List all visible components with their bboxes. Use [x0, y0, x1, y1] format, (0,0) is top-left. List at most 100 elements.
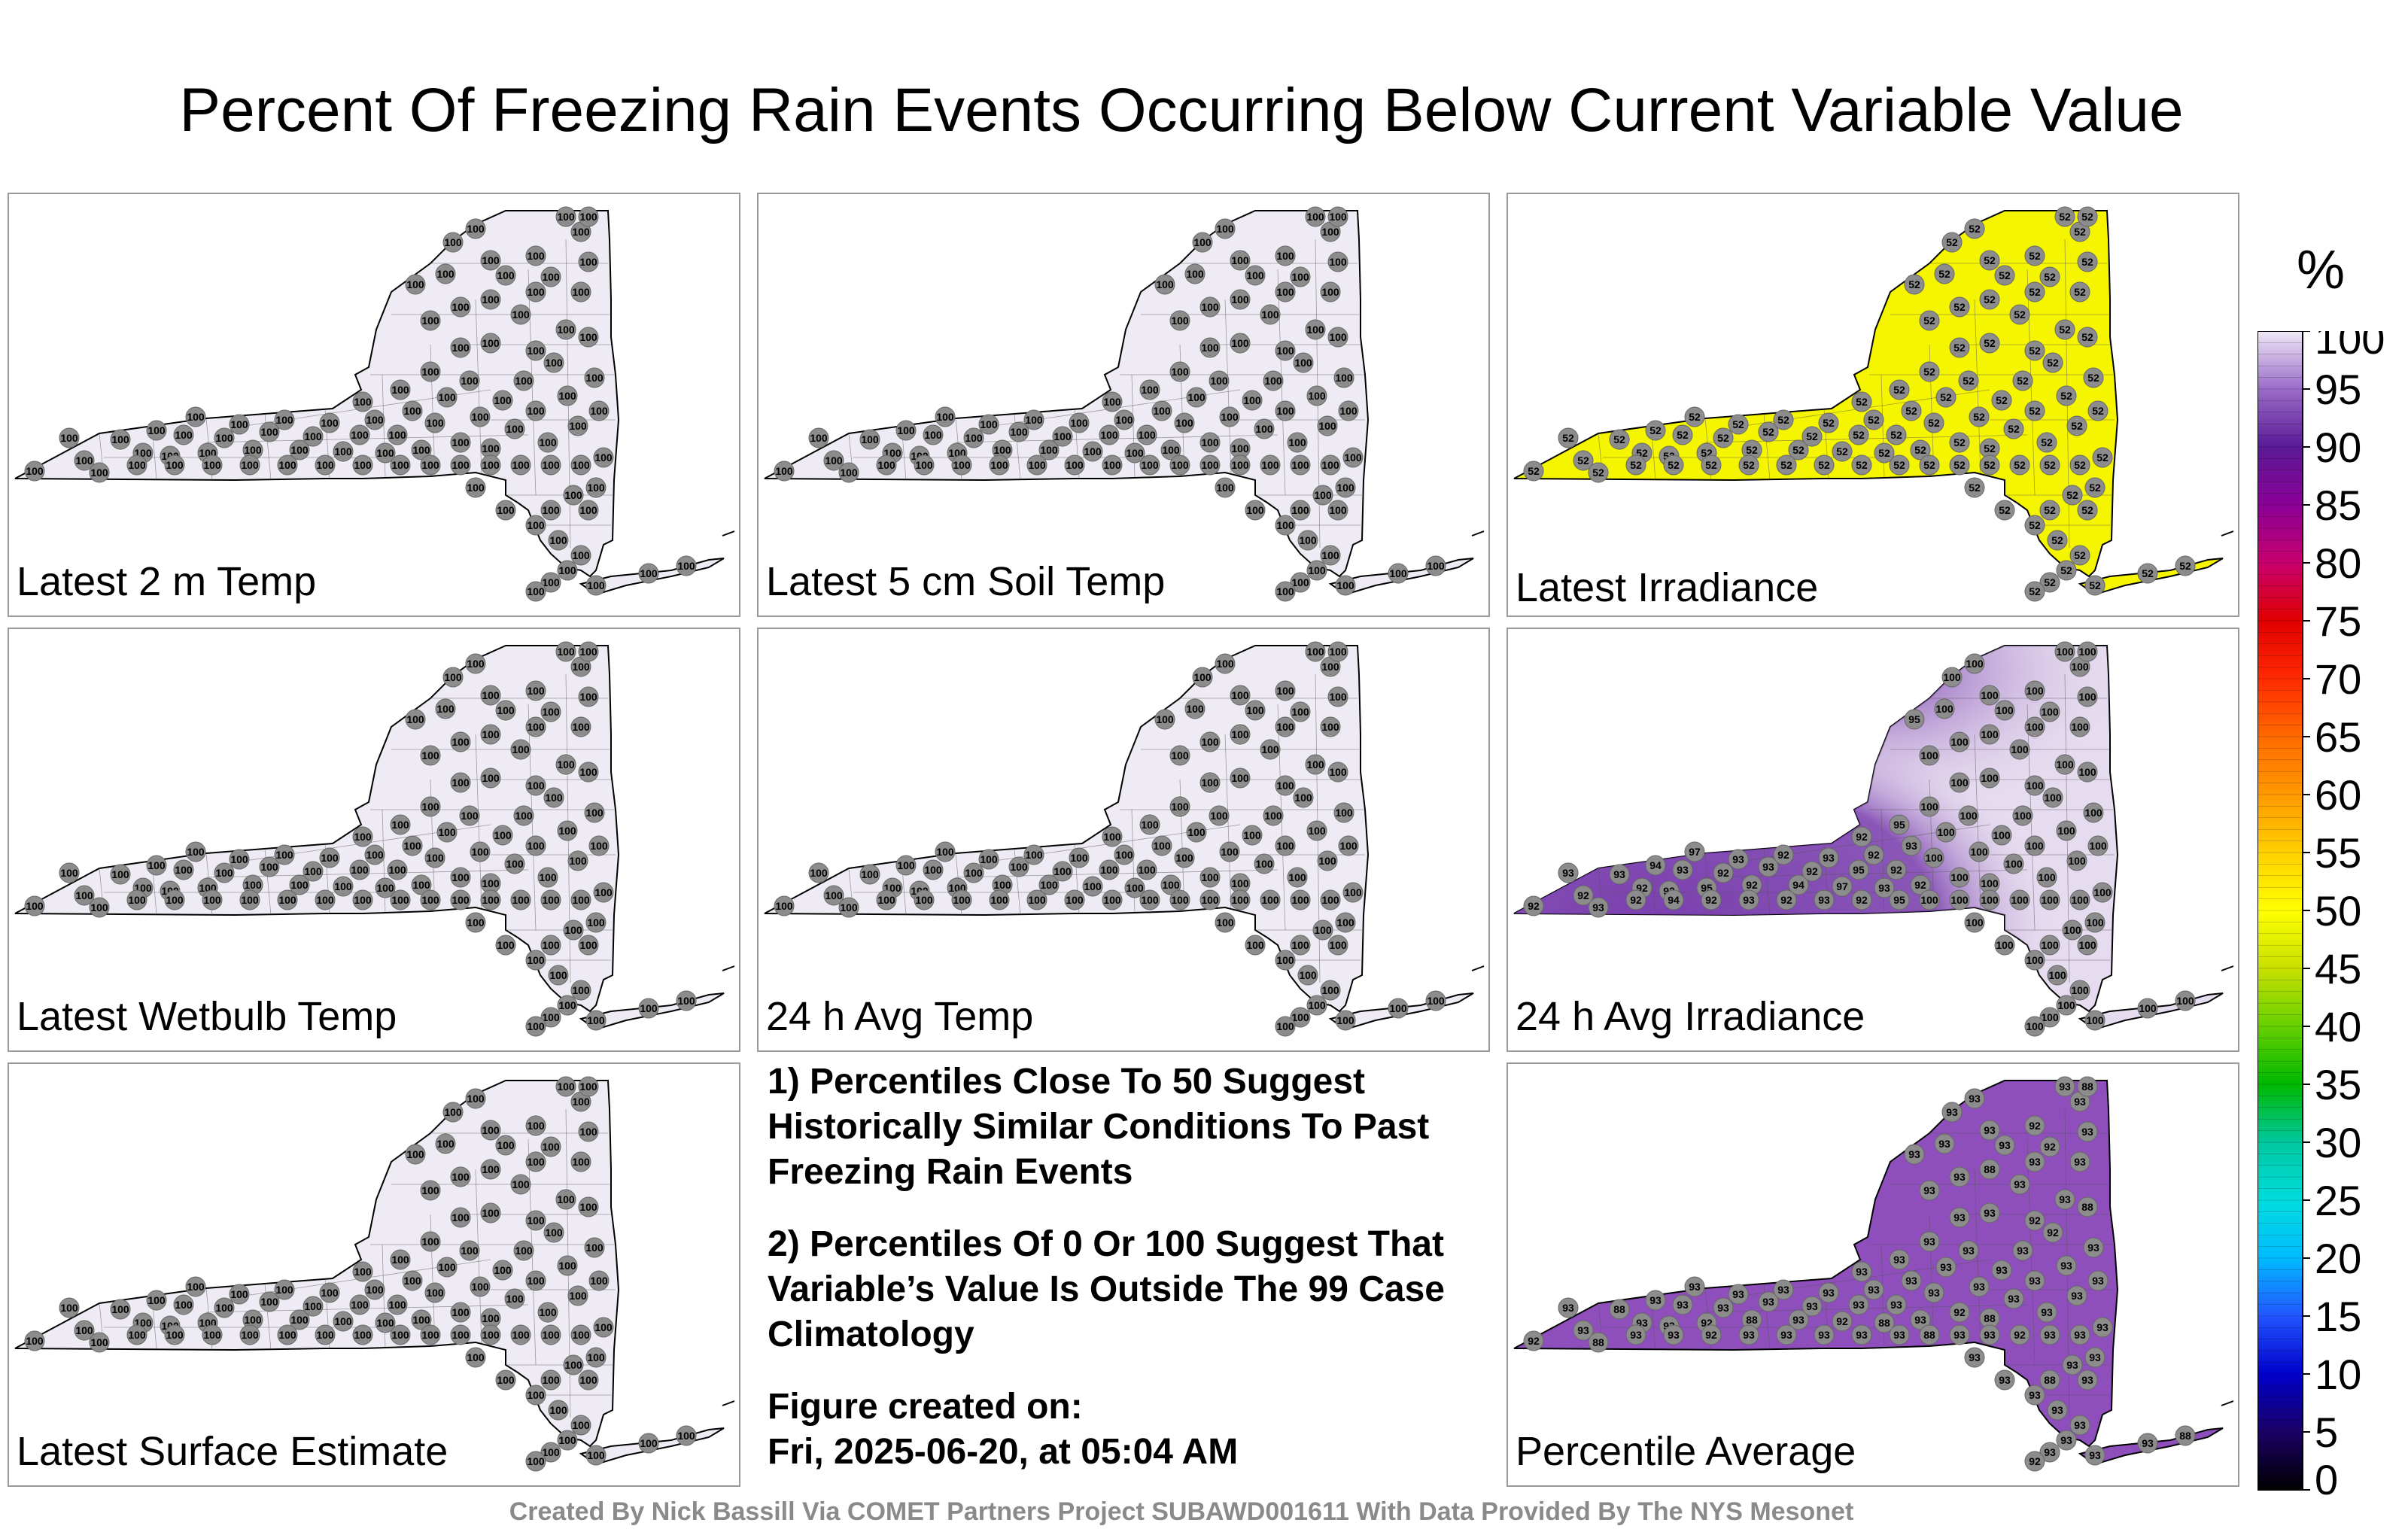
station-marker-icon: 100 [525, 245, 546, 266]
station-marker-icon: 93 [1663, 1324, 1684, 1345]
station-marker-icon: 88 [1979, 1159, 2000, 1180]
station-value: 93 [1963, 1245, 1975, 1257]
station-marker-icon: 93 [2047, 1400, 2068, 1421]
station-value: 100 [1261, 459, 1279, 471]
station-marker-icon: 100 [2083, 802, 2104, 823]
station-marker-icon: 100 [989, 454, 1010, 476]
station-value: 100 [421, 1329, 439, 1341]
station-value: 100 [825, 454, 843, 467]
station-marker-icon: 100 [1964, 912, 1985, 933]
station-value: 100 [1103, 894, 1121, 906]
station-value: 52 [1856, 396, 1868, 408]
station-value: 88 [2044, 1374, 2056, 1386]
station-marker-icon: 100 [1023, 409, 1044, 430]
station-value: 52 [1923, 459, 1935, 471]
station-value: 100 [1314, 489, 1332, 501]
station-value: 100 [579, 331, 597, 343]
station-marker-icon: 52 [1609, 429, 1630, 450]
station-marker-icon: 93 [2087, 1270, 2109, 1291]
station-value: 100 [304, 865, 322, 877]
station-value: 100 [1427, 995, 1445, 1007]
station-marker-icon: 93 [1851, 1324, 1872, 1345]
station-marker-icon: 100 [289, 1309, 310, 1330]
station-value: 100 [594, 1321, 613, 1333]
station-marker-icon: 100 [989, 889, 1010, 910]
station-marker-icon: 93 [1923, 1282, 1944, 1303]
station-value: 100 [1329, 256, 1347, 268]
station-value: 100 [640, 1437, 658, 1449]
station-value: 100 [527, 1120, 545, 1132]
station-marker-icon: 52 [2077, 327, 2098, 348]
station-marker-icon: 100 [570, 1324, 591, 1345]
station-value: 52 [1856, 459, 1868, 471]
station-marker-icon: 100 [74, 450, 95, 471]
station-marker-icon: 52 [1814, 454, 1835, 476]
station-marker-icon: 52 [2062, 485, 2083, 506]
station-marker-icon: 100 [570, 281, 591, 302]
station-marker-icon: 100 [110, 864, 131, 885]
station-marker-icon: 100 [578, 1121, 599, 1142]
station-value: 100 [1103, 831, 1121, 843]
station-marker-icon: 100 [259, 856, 280, 877]
station-marker-icon: 100 [411, 874, 432, 895]
station-marker-icon: 52 [2054, 206, 2075, 227]
station-marker-icon: 100 [876, 889, 897, 910]
station-value: 93 [1984, 1207, 1996, 1219]
station-marker-icon: 93 [2039, 1324, 2060, 1345]
station-value: 100 [1141, 459, 1159, 471]
station-marker-icon: 52 [1886, 424, 1907, 445]
station-value: 52 [2081, 331, 2093, 343]
station-value: 97 [1836, 880, 1848, 892]
station-marker-icon: 100 [585, 575, 607, 596]
station-marker-icon: 100 [214, 862, 235, 883]
station-value: 100 [451, 459, 470, 471]
station-marker-icon: 93 [2009, 1174, 2030, 1195]
station-marker-icon: 100 [492, 1260, 513, 1281]
station-marker-icon: 100 [2056, 820, 2077, 841]
station-value: 93 [1717, 1302, 1729, 1314]
station-marker-icon: 93 [1814, 889, 1835, 910]
station-marker-icon: 100 [540, 266, 561, 287]
station-value: 100 [444, 671, 462, 683]
station-marker-icon: 100 [2039, 1007, 2060, 1028]
station-value: 100 [2071, 894, 2089, 906]
station-value: 100 [290, 444, 309, 456]
station-value: 92 [1705, 1329, 1717, 1341]
station-marker-icon: 100 [2066, 850, 2087, 871]
station-value: 100 [677, 1430, 695, 1442]
station-value: 100 [187, 1281, 205, 1293]
station-value: 100 [376, 882, 394, 894]
station-marker-icon: 100 [442, 232, 464, 253]
station-marker-icon: 100 [1245, 935, 1266, 956]
station-value: 100 [1115, 414, 1133, 426]
station-value: 100 [564, 1359, 582, 1371]
station-marker-icon: 100 [876, 454, 897, 476]
station-value: 100 [354, 396, 372, 408]
station-value: 100 [1321, 226, 1339, 238]
station-marker-icon: 100 [1305, 754, 1326, 775]
station-value: 93 [1996, 1264, 2008, 1276]
panel-label: Latest Irradiance [1516, 565, 1819, 610]
station-value: 100 [461, 375, 479, 387]
station-value: 100 [527, 1455, 545, 1467]
station-value: 93 [2071, 1290, 2083, 1302]
station-value: 100 [391, 819, 409, 831]
station-marker-icon: 100 [567, 415, 588, 436]
station-value: 93 [1777, 1284, 1789, 1296]
station-marker-icon: 52 [1969, 406, 1990, 427]
station-value: 100 [1171, 894, 1189, 906]
station-value: 93 [1762, 1296, 1774, 1308]
station-value: 100 [1186, 268, 1204, 280]
station-value: 100 [527, 405, 545, 417]
station-marker-icon: 100 [1230, 768, 1251, 789]
station-marker-icon: 52 [2003, 418, 2024, 439]
station-marker-icon: 100 [480, 724, 501, 745]
station-marker-icon: 100 [1297, 965, 1318, 986]
station-value: 93 [1953, 1329, 1966, 1341]
station-marker-icon: 100 [555, 1189, 576, 1210]
station-marker-icon: 92 [1713, 862, 1734, 883]
station-marker-icon: 100 [364, 1279, 385, 1300]
station-marker-icon: 100 [540, 889, 561, 910]
station-marker-icon: 52 [2039, 454, 2060, 476]
station-value: 100 [1321, 721, 1339, 733]
